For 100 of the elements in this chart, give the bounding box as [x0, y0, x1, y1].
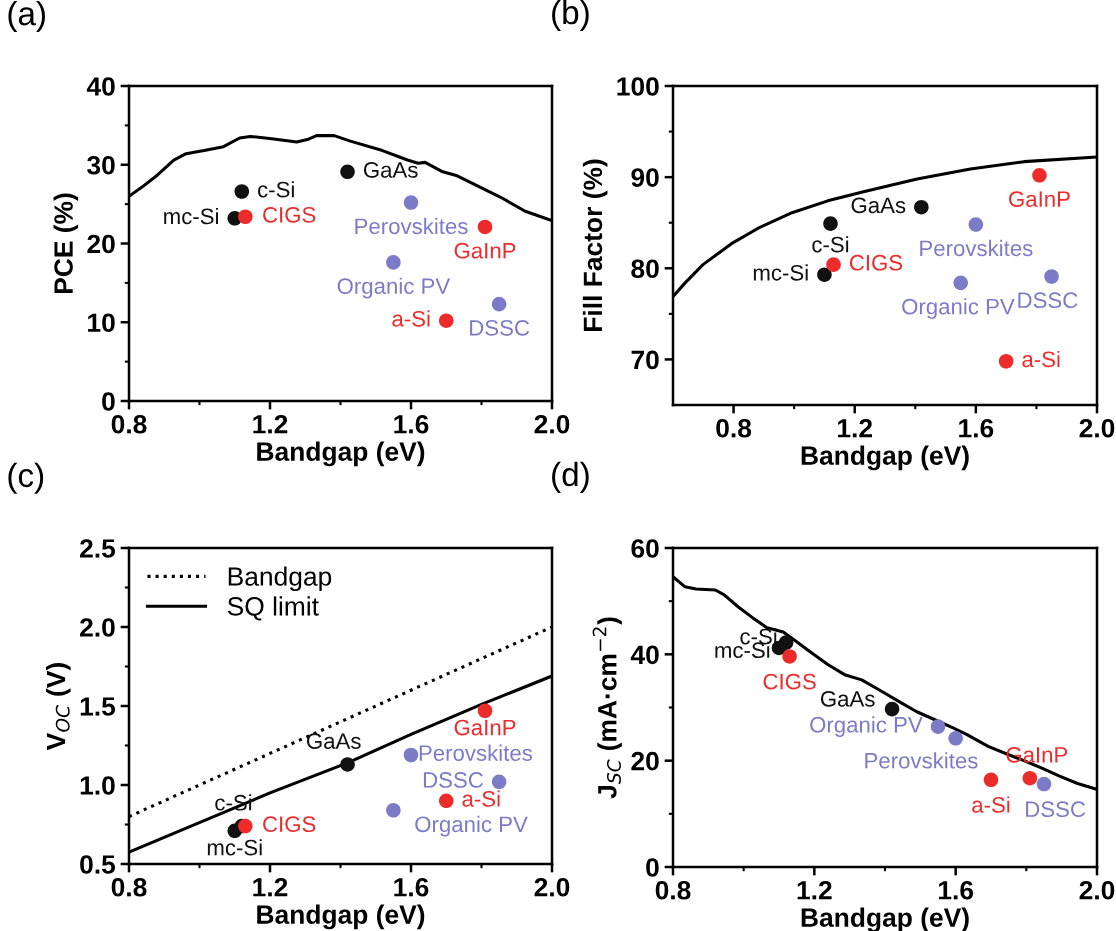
point	[238, 818, 253, 834]
legend-label: SQ limit	[227, 596, 319, 621]
annotation: GaInP	[454, 242, 516, 259]
x-tick-label: 2.0	[534, 414, 570, 434]
point	[1032, 168, 1047, 183]
point	[983, 772, 999, 788]
point	[491, 296, 507, 312]
annotation: GaInP	[454, 719, 516, 736]
point	[782, 649, 797, 664]
annotation: GaAs	[306, 733, 361, 749]
annotation: GaAs	[363, 162, 418, 178]
x-tick-label: 2.0	[1079, 880, 1115, 900]
annotation: mc-Si	[164, 207, 218, 225]
y-tick-label: 60	[631, 539, 659, 558]
annotation: Organic PV	[415, 815, 528, 837]
x-tick-label: 1.2	[797, 880, 832, 900]
annotation: CIGS	[263, 816, 316, 833]
annotation: CIGS	[849, 254, 903, 271]
x-tick-label: 1.2	[253, 414, 288, 434]
x-axis-title: Bandgap (eV)	[257, 441, 425, 467]
annotation: Perovskites	[920, 239, 1033, 257]
point	[914, 199, 929, 215]
y-tick-label: 40	[86, 77, 115, 96]
y-tick-label: 80	[631, 259, 659, 279]
y-tick-label: 30	[87, 155, 115, 175]
point	[998, 353, 1014, 369]
point	[403, 747, 419, 763]
x-tick-label: 2.0	[534, 877, 570, 897]
x-tick-label: 0.8	[716, 418, 752, 438]
y-tick-label: 40	[630, 645, 659, 665]
point	[477, 219, 493, 235]
annotation: CIGS	[263, 206, 316, 223]
x-tick-label: 1.2	[253, 877, 288, 897]
annotation: a-Si	[972, 796, 1010, 813]
point	[1036, 776, 1052, 792]
y-tick-label: 20	[631, 751, 659, 771]
annotation: c-Si	[215, 794, 252, 811]
y-tick-label: 0	[102, 392, 115, 411]
chart-title: (d)	[552, 461, 589, 493]
chart-title: (a)	[8, 0, 45, 33]
annotation: DSSC	[1026, 801, 1086, 818]
x-axis-title: Bandgap (eV)	[257, 904, 425, 930]
point	[403, 195, 419, 210]
annotation: a-Si	[462, 790, 500, 807]
x-tick-label: 0.8	[111, 414, 147, 434]
point	[817, 267, 832, 282]
point	[930, 719, 946, 734]
annotation: c-Si	[258, 181, 294, 198]
y-tick-label: 2.0	[80, 618, 115, 637]
y-axis-title: J$_{SC}$ (mA·cm$^{−2}$)	[592, 617, 622, 799]
point	[234, 184, 250, 199]
point	[386, 803, 401, 818]
annotation: GaInP	[1009, 191, 1070, 207]
y-tick-label: 20	[87, 234, 115, 254]
point	[826, 257, 841, 272]
point	[948, 731, 963, 746]
point	[968, 217, 984, 232]
point	[884, 701, 900, 717]
point	[477, 703, 493, 719]
point	[238, 209, 253, 225]
y-axis-title: V$_{OC}$ (V)	[45, 663, 71, 751]
annotation: Perovskites	[355, 217, 468, 235]
annotation: Organic PV	[902, 298, 1015, 319]
annotation: GaAs	[851, 197, 906, 214]
point	[1044, 269, 1059, 284]
chart-title: (b)	[552, 0, 589, 31]
point	[953, 275, 968, 291]
point	[491, 774, 507, 790]
annotation: GaInP	[1006, 746, 1068, 763]
point	[340, 164, 355, 180]
annotation: Organic PV	[810, 716, 923, 737]
x-tick-label: 0.8	[655, 880, 691, 900]
annotation: Perovskites	[865, 752, 978, 769]
y-tick-label: 90	[631, 168, 659, 187]
point	[386, 255, 401, 270]
point	[340, 757, 355, 772]
point	[438, 793, 454, 809]
annotation: mc-Si	[207, 839, 262, 856]
annotation: DSSC	[1018, 292, 1078, 309]
x-tick-label: 0.8	[111, 877, 147, 897]
y-tick-label: 1.0	[80, 776, 115, 795]
x-tick-label: 2.0	[1079, 418, 1115, 438]
annotation: GaAs	[820, 690, 875, 707]
y-tick-label: 2.5	[80, 539, 116, 558]
y-tick-label: 0.5	[80, 855, 116, 874]
point	[823, 216, 838, 231]
x-tick-label: 1.6	[394, 877, 429, 897]
y-axis-title: PCE (%)	[53, 193, 79, 294]
annotation: a-Si	[1022, 350, 1060, 368]
annotation: DSSC	[470, 320, 530, 336]
y-tick-label: 0	[646, 858, 659, 877]
y-axis-title: Fill Factor (%)	[582, 159, 608, 331]
x-axis-title: Bandgap (eV)	[801, 445, 969, 471]
annotation: Perovskites	[419, 744, 532, 761]
annotation: mc-Si	[753, 264, 808, 281]
annotation: c-Si	[812, 236, 849, 253]
y-tick-label: 70	[631, 350, 659, 370]
y-tick-label: 10	[88, 313, 115, 333]
chart-title: (c)	[8, 462, 44, 494]
x-tick-label: 1.6	[394, 414, 429, 434]
